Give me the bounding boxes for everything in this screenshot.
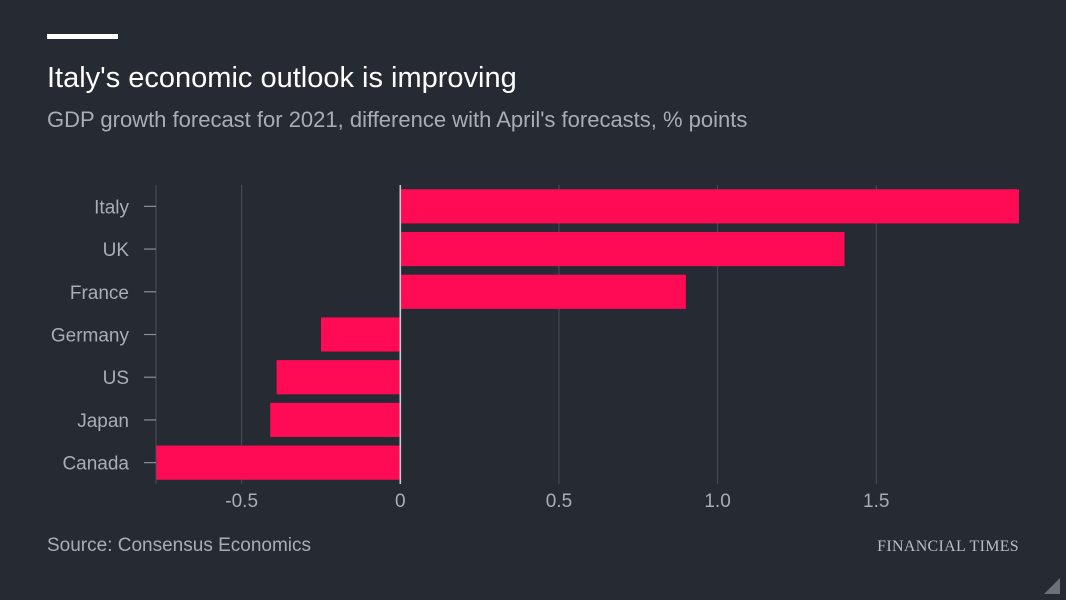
y-tick-label: US	[103, 368, 129, 389]
x-tick-label: -0.5	[225, 491, 258, 512]
y-tick-label: France	[70, 283, 129, 304]
y-tick-label: Japan	[77, 411, 129, 432]
x-tick-label: 0	[395, 491, 406, 512]
bar-uk	[400, 231, 845, 267]
x-tick-label: 1.5	[863, 491, 889, 512]
source-note: Source: Consensus Economics	[47, 535, 312, 556]
bar-canada	[156, 445, 401, 480]
bar-germany	[320, 317, 401, 352]
y-tick-label: UK	[103, 240, 130, 261]
chart-title: Italy's economic outlook is improving	[47, 62, 517, 94]
bar-japan	[270, 402, 401, 438]
resize-corner-icon	[1044, 578, 1060, 594]
x-tick-label: 0.5	[546, 491, 572, 512]
y-tick-label: Germany	[51, 326, 130, 347]
chart-subtitle: GDP growth forecast for 2021, difference…	[47, 107, 748, 132]
y-tick-label: Italy	[94, 197, 129, 218]
y-axis: Italy UK France Germany US Japan Canada	[51, 185, 157, 484]
x-axis: -0.5 0 0.5 1.0 1.5	[225, 491, 889, 512]
y-tick-label: Canada	[62, 454, 129, 475]
ft-logo: FINANCIAL TIMES	[877, 538, 1019, 555]
bar-italy	[400, 189, 1019, 224]
x-tick-label: 1.0	[704, 491, 730, 512]
header-rule	[47, 34, 118, 39]
bar-us	[276, 360, 401, 395]
bar-france	[400, 274, 686, 309]
bars	[156, 185, 1019, 484]
